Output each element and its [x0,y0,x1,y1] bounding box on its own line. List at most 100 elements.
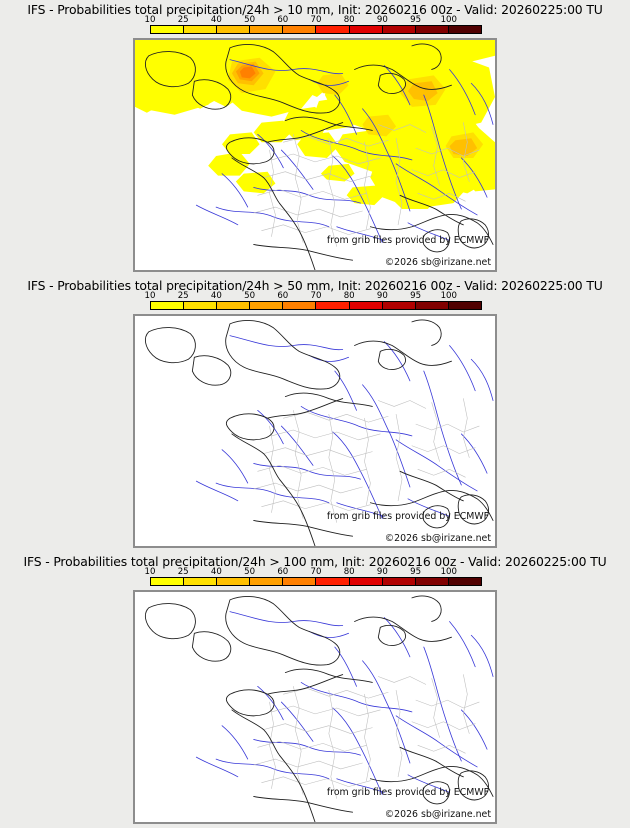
colorbar-tick-60: 60 [277,567,289,577]
colorbar-cell-90 [382,302,416,309]
colorbar-ticks: 10 25 40 50 60 70 80 90 95 100 [145,567,482,578]
colorbar-cell-25 [184,26,218,33]
colorbar-cell-10 [151,578,185,585]
colorbar-tick-50: 50 [244,15,256,25]
colorbar: 10 25 40 50 60 70 80 90 95 100 [145,15,482,36]
map-canvas: from grib files provided by ECMWF ©2026 … [135,316,495,546]
colorbar-cell-100 [448,26,481,33]
map-graphic [135,40,495,270]
colorbar-cell-95 [415,26,449,33]
data-source-attribution: from grib files provided by ECMWF [326,787,489,798]
colorbar-tick-95: 95 [410,567,422,577]
colorbar-cell-40 [217,26,251,33]
colorbar-ticks: 10 25 40 50 60 70 80 90 95 100 [145,291,482,302]
colorbar-cell-10 [151,302,185,309]
copyright-attribution: ©2026 sb@irizane.net [384,809,491,820]
colorbar-cell-95 [415,578,449,585]
colorbar-tick-10: 10 [144,15,156,25]
map-outlines-layer [144,595,494,822]
colorbar-cell-70 [316,302,350,309]
map-graphic [144,595,494,822]
colorbar-cell-60 [283,26,317,33]
colorbar-tick-10: 10 [144,291,156,301]
colorbar-cell-90 [382,26,416,33]
colorbar-tick-90: 90 [376,291,388,301]
colorbar-tick-80: 80 [343,567,355,577]
panel-title: IFS - Probabilities total precipitation/… [23,554,607,569]
map-graphic [144,319,494,546]
colorbar-cell-10 [151,26,185,33]
colorbar-cell-40 [217,578,251,585]
colorbar-cell-80 [349,578,383,585]
colorbar: 10 25 40 50 60 70 80 90 95 100 [145,567,482,588]
colorbar-tick-50: 50 [244,291,256,301]
map-frame[interactable]: from grib files provided by ECMWF ©2026 … [133,314,497,548]
rivers [195,335,494,519]
colorbar-tick-25: 25 [177,15,189,25]
map-canvas: from grib files provided by ECMWF ©2026 … [135,592,495,822]
colorbar-cell-80 [349,302,383,309]
colorbar-tick-70: 70 [310,291,322,301]
colorbar-cell-25 [184,302,218,309]
map-panel-100mm: IFS - Probabilities total precipitation/… [0,552,630,828]
admin-borders [253,122,480,247]
colorbar-tick-100: 100 [440,567,457,577]
colorbar-cell-95 [415,302,449,309]
rivers [195,611,494,795]
colorbar-tick-25: 25 [177,291,189,301]
map-canvas: from grib files provided by ECMWF ©2026 … [135,40,495,270]
colorbar-tick-40: 40 [210,567,222,577]
map-frame[interactable]: from grib files provided by ECMWF ©2026 … [133,38,497,272]
colorbar-tick-70: 70 [310,15,322,25]
colorbar-tick-60: 60 [277,291,289,301]
colorbar-cell-100 [448,578,481,585]
colorbar-strip [150,577,482,586]
colorbar-ticks: 10 25 40 50 60 70 80 90 95 100 [145,15,482,26]
coastlines [144,319,494,546]
panel-title: IFS - Probabilities total precipitation/… [27,2,603,17]
colorbar-tick-90: 90 [376,567,388,577]
colorbar-tick-80: 80 [343,15,355,25]
colorbar-cell-50 [250,26,284,33]
colorbar-tick-60: 60 [277,15,289,25]
colorbar-tick-40: 40 [210,291,222,301]
colorbar-tick-100: 100 [440,291,457,301]
colorbar-tick-40: 40 [210,15,222,25]
coastlines [144,43,494,270]
admin-borders [253,674,480,799]
colorbar-cell-100 [448,302,481,309]
colorbar-tick-25: 25 [177,567,189,577]
colorbar-cell-40 [217,302,251,309]
admin-borders [253,398,480,523]
colorbar-tick-10: 10 [144,567,156,577]
colorbar: 10 25 40 50 60 70 80 90 95 100 [145,291,482,312]
data-source-attribution: from grib files provided by ECMWF [326,235,489,246]
colorbar-tick-90: 90 [376,15,388,25]
map-outlines-layer [144,319,494,546]
colorbar-cell-25 [184,578,218,585]
colorbar-cell-50 [250,578,284,585]
colorbar-cell-70 [316,26,350,33]
copyright-attribution: ©2026 sb@irizane.net [384,533,491,544]
colorbar-cell-50 [250,302,284,309]
panel-title: IFS - Probabilities total precipitation/… [27,278,603,293]
colorbar-cell-90 [382,578,416,585]
colorbar-strip [150,25,482,34]
rivers [195,59,494,243]
colorbar-tick-100: 100 [440,15,457,25]
colorbar-cell-60 [283,302,317,309]
copyright-attribution: ©2026 sb@irizane.net [384,257,491,268]
map-outlines-layer [144,43,494,270]
precip-shading-layer [135,40,495,210]
colorbar-cell-60 [283,578,317,585]
map-panel-50mm: IFS - Probabilities total precipitation/… [0,276,630,552]
colorbar-cell-70 [316,578,350,585]
coastlines [144,595,494,822]
colorbar-tick-95: 95 [410,291,422,301]
colorbar-tick-50: 50 [244,567,256,577]
map-frame[interactable]: from grib files provided by ECMWF ©2026 … [133,590,497,824]
data-source-attribution: from grib files provided by ECMWF [326,511,489,522]
colorbar-cell-80 [349,26,383,33]
colorbar-tick-70: 70 [310,567,322,577]
map-panel-10mm: IFS - Probabilities total precipitation/… [0,0,630,276]
